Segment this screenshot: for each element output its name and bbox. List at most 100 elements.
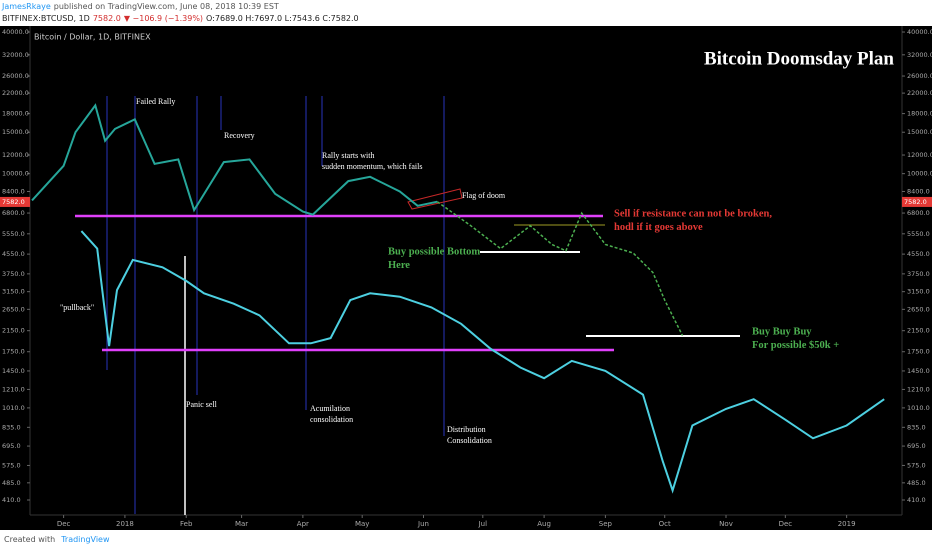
chart-background bbox=[0, 26, 932, 530]
annotation: Buy Buy Buy bbox=[752, 326, 812, 337]
y-tick-label: 15000.0 bbox=[2, 128, 29, 136]
y-tick-label-right: 695.0 bbox=[907, 442, 926, 450]
y-tick-label-right: 410.0 bbox=[907, 496, 926, 504]
y-tick-label: 835.0 bbox=[2, 423, 21, 431]
series-line bbox=[31, 103, 438, 216]
y-tick-label-right: 485.0 bbox=[907, 479, 926, 487]
y-tick-label: 1450.0 bbox=[2, 367, 25, 375]
chart: Bitcoin / Dollar, 1D, BITFINEX Bitcoin D… bbox=[0, 26, 932, 530]
y-tick-label-right: 575.0 bbox=[907, 461, 926, 469]
flag bbox=[407, 188, 463, 210]
x-tick-label: Mar bbox=[235, 520, 248, 528]
y-tick-label-right: 5550.0 bbox=[907, 230, 930, 238]
annotation: sudden momentum, which fails bbox=[322, 162, 422, 171]
y-tick-label-right: 26000.0 bbox=[907, 72, 932, 80]
y-tick-label-right: 18000.0 bbox=[907, 110, 932, 118]
y-tick-label: 695.0 bbox=[2, 442, 21, 450]
publish-line: JamesRkaye published on TradingView.com, … bbox=[2, 2, 282, 11]
y-tick-label: 4550.0 bbox=[2, 250, 25, 258]
author: JamesRkaye bbox=[2, 2, 51, 11]
y-tick-label-right: 1210.0 bbox=[907, 385, 930, 393]
y-tick-label-right: 2150.0 bbox=[907, 327, 930, 335]
y-tick-label-right: 4550.0 bbox=[907, 250, 930, 258]
y-tick-label: 575.0 bbox=[2, 461, 21, 469]
y-tick-label-right: 12000.0 bbox=[907, 151, 932, 159]
y-tick-label: 2150.0 bbox=[2, 327, 25, 335]
x-tick-label: Nov bbox=[719, 520, 733, 528]
change: ▼ −106.9 (−1.39%) bbox=[123, 14, 204, 23]
series-line bbox=[436, 201, 684, 336]
x-tick-label: Dec bbox=[779, 520, 793, 528]
annotation: Acumilation bbox=[310, 404, 350, 413]
y-tick-label: 10000.0 bbox=[2, 170, 29, 178]
annotation: Recovery bbox=[224, 131, 255, 140]
y-tick-label-right: 835.0 bbox=[907, 423, 926, 431]
y-tick-label: 3750.0 bbox=[2, 270, 25, 278]
y-tick-label: 18000.0 bbox=[2, 110, 29, 118]
x-tick-label: Aug bbox=[537, 520, 551, 528]
y-tick-label-right: 1750.0 bbox=[907, 348, 930, 356]
annotation: Consolidation bbox=[447, 436, 492, 445]
y-tick-label: 2650.0 bbox=[2, 305, 25, 313]
annotation: Rally starts with bbox=[322, 151, 374, 160]
annotation: consolidation bbox=[310, 415, 353, 424]
y-tick-label: 6800.0 bbox=[2, 209, 25, 217]
y-tick-label: 8400.0 bbox=[2, 187, 25, 195]
y-tick-label-right: 6800.0 bbox=[907, 209, 930, 217]
y-tick-label: 40000.0 bbox=[2, 28, 29, 36]
y-tick-label: 26000.0 bbox=[2, 72, 29, 80]
symbol-line: BITFINEX:BTCUSD, 1D 7582.0 ▼ −106.9 (−1.39… bbox=[2, 14, 362, 23]
y-tick-label: 485.0 bbox=[2, 479, 21, 487]
annotation: Sell if resistance can not be broken, bbox=[614, 208, 772, 219]
y-tick-label: 1210.0 bbox=[2, 385, 25, 393]
y-tick-label: 12000.0 bbox=[2, 151, 29, 159]
y-tick-label: 1750.0 bbox=[2, 348, 25, 356]
x-tick-label: Jul bbox=[478, 520, 488, 528]
y-tick-label-right: 2650.0 bbox=[907, 305, 930, 313]
annotation: Distribution bbox=[447, 425, 486, 434]
symbol: BITFINEX:BTCUSD, 1D bbox=[2, 14, 90, 23]
y-tick-label-right: 8400.0 bbox=[907, 187, 930, 195]
price-tag-right-box bbox=[902, 196, 932, 207]
price-tag-right: 7582.0 bbox=[904, 198, 927, 206]
price-tag-left-box bbox=[0, 196, 30, 207]
chart-title: Bitcoin Doomsday Plan bbox=[704, 48, 894, 69]
y-tick-label-right: 1450.0 bbox=[907, 367, 930, 375]
x-tick-label: Apr bbox=[297, 520, 309, 528]
annotation: "pullback" bbox=[60, 303, 94, 312]
x-tick-label: Feb bbox=[180, 520, 193, 528]
annotation: Flag of doom bbox=[462, 191, 506, 200]
y-tick-label-right: 1010.0 bbox=[907, 404, 930, 412]
footer-brand: TradingView bbox=[61, 535, 110, 544]
y-tick-label-right: 10000.0 bbox=[907, 170, 932, 178]
series-line bbox=[80, 230, 885, 494]
y-tick-label-right: 40000.0 bbox=[907, 28, 932, 36]
annotation: Buy possible Bottom bbox=[388, 246, 480, 257]
y-tick-label-right: 3750.0 bbox=[907, 270, 930, 278]
y-tick-label: 5550.0 bbox=[2, 230, 25, 238]
y-tick-label: 32000.0 bbox=[2, 51, 29, 59]
y-tick-label-right: 32000.0 bbox=[907, 51, 932, 59]
price: 7582.0 bbox=[92, 14, 121, 23]
footer-created: Created with bbox=[4, 535, 56, 544]
chart-subtitle: Bitcoin / Dollar, 1D, BITFINEX bbox=[34, 33, 151, 42]
ohlc: O:7689.0 H:7697.0 L:7543.6 C:7582.0 bbox=[206, 14, 359, 23]
y-tick-label: 3150.0 bbox=[2, 288, 25, 296]
footer: Created with TradingView bbox=[4, 535, 110, 544]
y-tick-label: 410.0 bbox=[2, 496, 21, 504]
price-tag-left: 7582.0 bbox=[2, 198, 25, 206]
annotation: For possible $50k + bbox=[752, 340, 839, 351]
published: published on TradingView.com, June 08, 2… bbox=[53, 2, 279, 11]
y-tick-label-right: 3150.0 bbox=[907, 288, 930, 296]
x-tick-label: Dec bbox=[57, 520, 71, 528]
y-tick-label: 22000.0 bbox=[2, 89, 29, 97]
annotation: hodl if it goes above bbox=[614, 222, 703, 233]
annotation: Failed Rally bbox=[136, 97, 175, 106]
x-tick-label: 2019 bbox=[838, 520, 856, 528]
x-tick-label: Jun bbox=[417, 520, 429, 528]
y-tick-label-right: 15000.0 bbox=[907, 128, 932, 136]
y-tick-label: 1010.0 bbox=[2, 404, 25, 412]
x-tick-label: Oct bbox=[659, 520, 671, 528]
annotation: Panic sell bbox=[186, 400, 218, 409]
